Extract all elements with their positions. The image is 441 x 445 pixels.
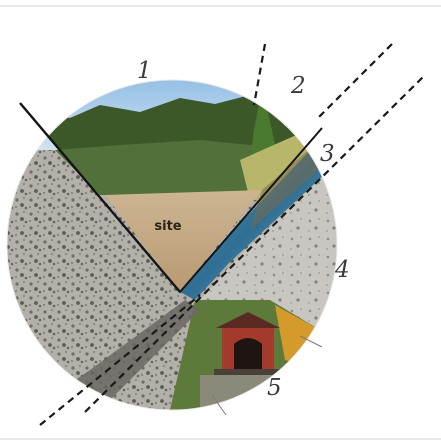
- dashed-line-lower-diagonal-1: [39, 294, 201, 426]
- dashed-line-lower-diagonal-2: [84, 74, 426, 413]
- covered-bridge-roof: [216, 312, 280, 328]
- dashed-line-2: [252, 43, 267, 106]
- dark-road-strip: [60, 300, 200, 410]
- dashed-line-upper-diagonal: [317, 43, 393, 119]
- site-circle-outline: [6, 79, 338, 411]
- conifer-tree: [250, 88, 278, 160]
- bridge-pointer-right: [299, 335, 323, 348]
- site-triangle: [105, 190, 262, 292]
- callout-5: 5: [267, 375, 282, 401]
- callout-3: 3: [320, 141, 335, 167]
- river-bank: [250, 140, 330, 230]
- bridge-pointer-left: [211, 394, 227, 416]
- callout-1: 1: [137, 58, 152, 84]
- callout-4: 4: [334, 257, 350, 283]
- bridge-deck: [214, 369, 284, 375]
- light-gravel-area: [200, 160, 337, 330]
- covered-bridge-portal: [234, 338, 262, 369]
- site-circle: [7, 80, 337, 410]
- site-label: site: [154, 219, 181, 234]
- boundary-line-left: [19, 102, 181, 293]
- forest-lower: [55, 140, 300, 195]
- boundary-line-right: [179, 127, 323, 293]
- callout-2: 2: [290, 73, 306, 99]
- bridge-foreground: [200, 375, 320, 410]
